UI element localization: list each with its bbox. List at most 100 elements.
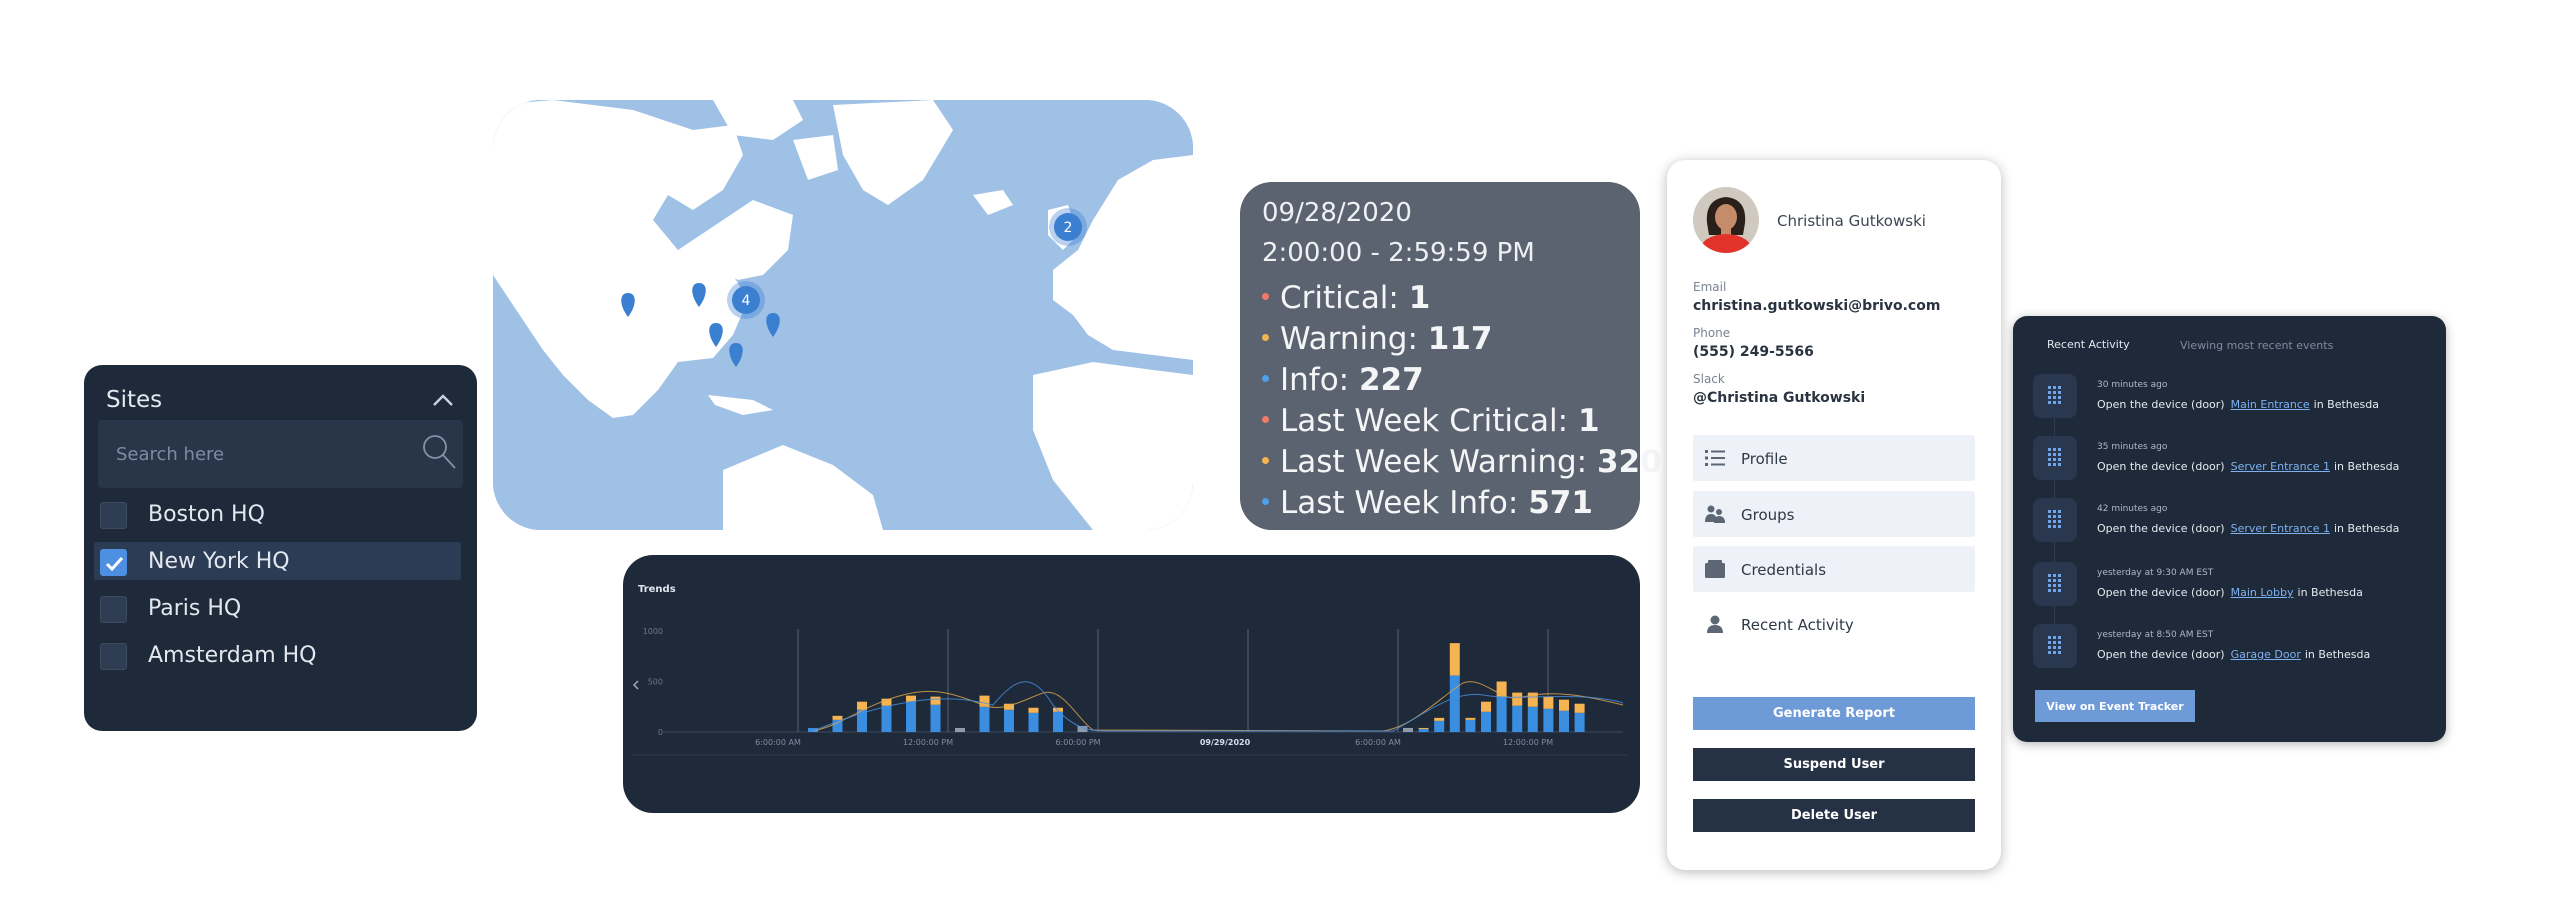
site-label: New York HQ <box>148 549 290 574</box>
bar[interactable] <box>1465 719 1476 732</box>
x-tick-label: 12:00:00 PM <box>1503 738 1553 747</box>
device-link[interactable]: Garage Door <box>2230 648 2301 661</box>
bar[interactable] <box>1574 712 1585 732</box>
site-item[interactable]: Boston HQ <box>94 495 461 533</box>
site-item[interactable]: Paris HQ <box>94 589 461 627</box>
bar[interactable] <box>1465 717 1476 720</box>
activity-time: 42 minutes ago <box>2097 504 2168 514</box>
map-cluster[interactable]: 2 <box>1049 208 1087 246</box>
bar[interactable] <box>832 715 843 720</box>
map-pin-icon[interactable] <box>709 323 723 347</box>
bar[interactable] <box>1574 703 1585 713</box>
site-item[interactable]: Amsterdam HQ <box>94 636 461 674</box>
bar[interactable] <box>955 727 965 732</box>
list-icon <box>1705 450 1725 466</box>
bar[interactable] <box>1543 708 1554 732</box>
site-checkbox[interactable] <box>100 596 127 623</box>
bar[interactable] <box>881 705 892 732</box>
door-keypad-icon <box>2033 436 2077 480</box>
bar[interactable] <box>979 695 990 707</box>
bar[interactable] <box>857 709 867 732</box>
device-link[interactable]: Server Entrance 1 <box>2230 460 2330 473</box>
suspend-user-button[interactable]: Suspend User <box>1693 748 1975 781</box>
bar[interactable] <box>1527 706 1538 732</box>
y-tick-label: 0 <box>658 728 663 737</box>
activity-item: 42 minutes ago Open the device (door) Serv… <box>2033 498 2433 548</box>
bar[interactable] <box>1434 720 1445 732</box>
bar[interactable] <box>832 719 843 732</box>
nav-groups[interactable]: Groups <box>1693 491 1975 537</box>
bar[interactable] <box>1559 710 1569 732</box>
site-checkbox[interactable] <box>100 502 127 529</box>
bar[interactable] <box>1481 701 1491 712</box>
site-checkbox[interactable] <box>100 643 127 670</box>
bar[interactable] <box>1481 711 1491 732</box>
nav-credentials[interactable]: Credentials <box>1693 546 1975 592</box>
bar[interactable] <box>1028 712 1039 732</box>
bar[interactable] <box>857 701 867 710</box>
tooltip-row-label: Last Week Warning: <box>1280 444 1588 480</box>
trends-chart[interactable]: 1000 500 0 6:00:00 AM 12:00:00 PM 6:00:00 PM 0… <box>623 555 1640 813</box>
sites-search[interactable]: Search here <box>98 420 463 488</box>
bar[interactable] <box>1527 692 1538 707</box>
bar[interactable] <box>1449 643 1460 676</box>
tooltip-time-range: 2:00:00 - 2:59:59 PM <box>1262 238 1535 268</box>
bar[interactable] <box>1028 707 1039 713</box>
door-keypad-icon <box>2033 624 2077 668</box>
activity-subtitle: Viewing most recent events <box>2180 339 2334 352</box>
bar[interactable] <box>1053 707 1063 712</box>
nav-profile[interactable]: Profile <box>1693 435 1975 481</box>
tooltip-row-label: Last Week Info: <box>1280 485 1519 521</box>
bar[interactable] <box>1496 696 1507 732</box>
activity-text: Open the device (door) Main Entrance in Be… <box>2097 398 2379 411</box>
bar[interactable] <box>1077 725 1088 732</box>
activity-item: yesterday at 8:50 AM EST Open the device … <box>2033 624 2433 674</box>
bar[interactable] <box>930 696 941 705</box>
bar[interactable] <box>906 701 916 732</box>
search-input[interactable]: Search here <box>116 444 225 465</box>
bar[interactable] <box>906 695 916 702</box>
bar[interactable] <box>1004 703 1014 710</box>
bar[interactable] <box>1449 675 1460 732</box>
bar[interactable] <box>1543 696 1554 709</box>
device-link[interactable]: Main Entrance <box>2230 398 2310 411</box>
bar[interactable] <box>1418 727 1429 729</box>
legend-dot-icon <box>1262 375 1269 382</box>
landmass <box>493 100 748 418</box>
activity-action: Open the device (door) <box>2097 398 2225 411</box>
map-canvas[interactable]: 42 <box>493 100 1193 530</box>
delete-user-button[interactable]: Delete User <box>1693 799 1975 832</box>
user-name: Christina Gutkowski <box>1777 212 1926 230</box>
device-link[interactable]: Main Lobby <box>2230 586 2294 599</box>
map-cluster[interactable]: 4 <box>727 281 765 319</box>
site-checkbox[interactable] <box>100 549 127 576</box>
bar[interactable] <box>1434 717 1445 721</box>
bar[interactable] <box>1512 692 1523 706</box>
bar[interactable] <box>930 704 941 732</box>
nav-recent-activity[interactable]: Recent Activity <box>1693 601 1975 647</box>
generate-report-button[interactable]: Generate Report <box>1693 697 1975 730</box>
map-pin-icon[interactable] <box>729 343 743 367</box>
bar[interactable] <box>1403 727 1413 732</box>
chevron-up-icon[interactable] <box>432 393 454 407</box>
user-profile-card: Christina Gutkowski Email christina.gutk… <box>1667 160 2001 870</box>
site-item[interactable]: New York HQ <box>94 542 461 580</box>
bar[interactable] <box>808 727 818 732</box>
bar[interactable] <box>1418 728 1429 732</box>
view-event-tracker-button[interactable]: View on Event Tracker <box>2035 690 2195 722</box>
bar[interactable] <box>881 698 892 706</box>
tooltip-row-value: 117 <box>1427 321 1493 357</box>
bar[interactable] <box>1559 699 1569 711</box>
chevron-left-icon[interactable] <box>632 680 639 690</box>
bar[interactable] <box>979 706 990 732</box>
map-pin-icon[interactable] <box>766 313 780 337</box>
bar[interactable] <box>1053 711 1063 732</box>
device-link[interactable]: Server Entrance 1 <box>2230 522 2330 535</box>
bar[interactable] <box>1512 705 1523 732</box>
bar[interactable] <box>1004 709 1014 732</box>
search-icon[interactable] <box>420 432 460 474</box>
map-pin-icon[interactable] <box>692 283 706 307</box>
bar[interactable] <box>1496 681 1507 697</box>
map-pin-icon[interactable] <box>621 293 635 317</box>
